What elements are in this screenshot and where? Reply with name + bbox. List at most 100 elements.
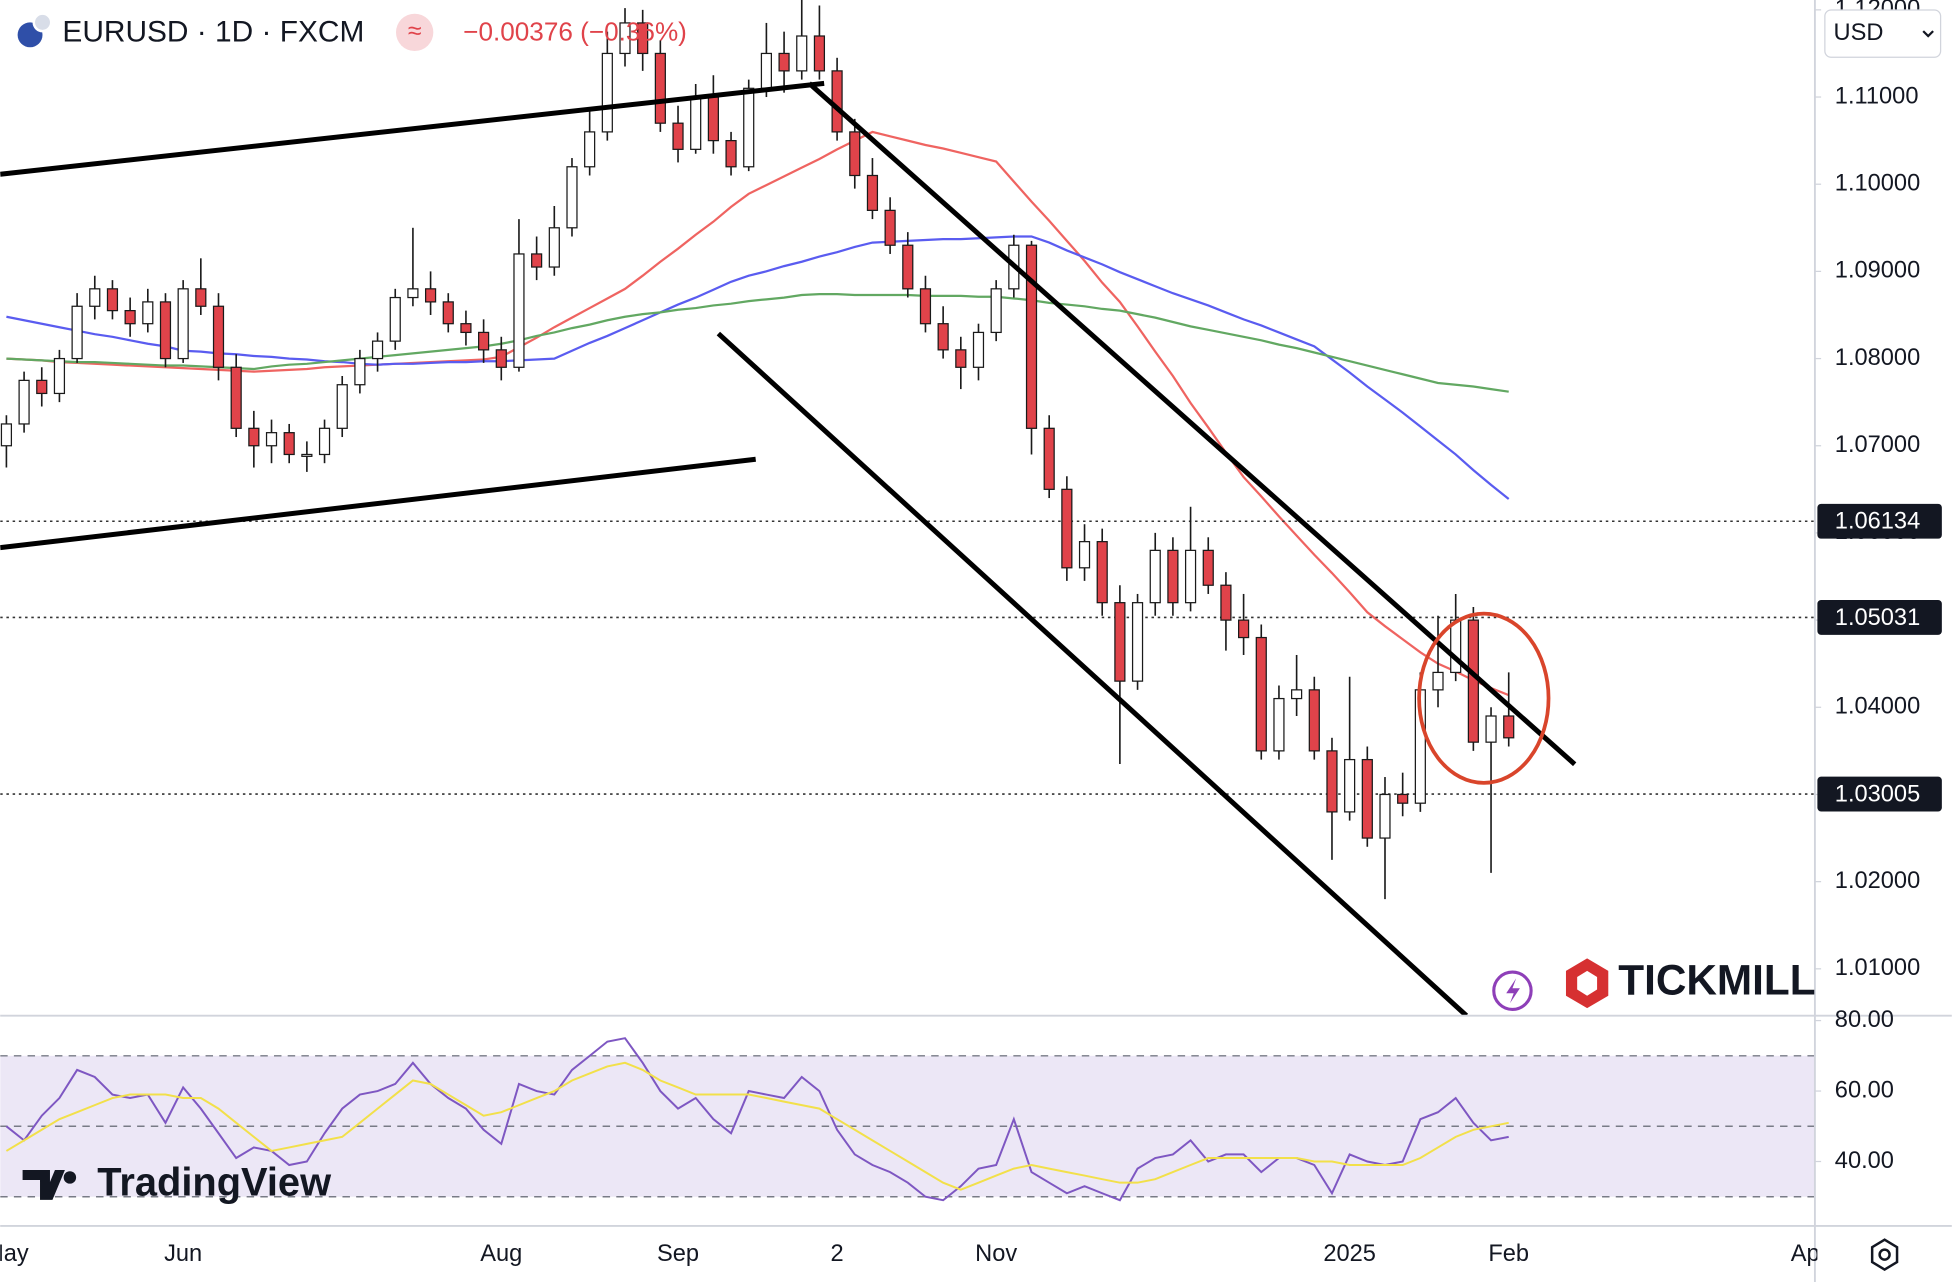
- rsi-pane: [0, 1037, 1815, 1202]
- x-tick-label: Apr: [1791, 1241, 1828, 1267]
- candle-body: [195, 288, 207, 307]
- x-tick-label: Sep: [657, 1241, 699, 1267]
- candle-body: [1061, 488, 1073, 569]
- level-tag: [1817, 776, 1942, 812]
- candle-body: [672, 122, 684, 150]
- y-tick-label: 1.01000: [1835, 955, 1920, 981]
- candle-body: [106, 288, 119, 312]
- trend-line: [0, 80, 825, 177]
- currency-label[interactable]: USD: [1834, 20, 1884, 46]
- candle-body: [89, 288, 101, 307]
- candle-body: [1131, 602, 1144, 682]
- symbol-icon: [32, 12, 53, 33]
- candle-body: [866, 174, 879, 211]
- y-tick-label: 1.10000: [1835, 170, 1920, 196]
- tradingview-text: TradingView: [97, 1160, 332, 1204]
- candle-body: [990, 288, 1002, 334]
- candle-body: [531, 253, 543, 268]
- indicator-line: [5, 1061, 1509, 1191]
- status-symbol: ≈: [408, 17, 422, 45]
- candle-body: [1114, 602, 1126, 682]
- x-tick-label: Feb: [1488, 1241, 1529, 1267]
- candle-body: [1379, 793, 1391, 839]
- candle-body: [36, 379, 48, 395]
- candle-body: [1291, 689, 1303, 700]
- candle-body: [972, 331, 985, 368]
- y-tick-label: 1.04000: [1835, 694, 1920, 720]
- header: EURUSD · 1D · FXCM ≈ −0.00376 (−0.36%) U…: [17, 9, 1942, 58]
- y-tick-label: 1.08000: [1835, 345, 1920, 371]
- x-tick-label: Jun: [164, 1241, 202, 1267]
- highlight-circle: [1417, 611, 1551, 785]
- candle-body: [1397, 793, 1409, 804]
- candle-body: [177, 288, 189, 360]
- trend-line: [0, 456, 756, 551]
- level-tag: [1817, 503, 1942, 539]
- candle-body: [442, 301, 454, 325]
- candle-body: [1202, 549, 1214, 586]
- candle-body: [1485, 715, 1497, 743]
- candle-body: [1149, 549, 1161, 604]
- y-tick-label: 1.09000: [1835, 258, 1920, 284]
- indicator-line: [6, 292, 1509, 393]
- candle-body: [1096, 541, 1108, 604]
- candle-body: [548, 227, 560, 268]
- flash-icon[interactable]: [1492, 970, 1533, 1011]
- level-label: 1.03005: [1835, 782, 1920, 808]
- settings-icon[interactable]: [1870, 1238, 1899, 1272]
- candle-body: [760, 52, 773, 89]
- candle-body: [1078, 541, 1091, 569]
- candle-body: [778, 52, 790, 72]
- candle-body: [1432, 671, 1444, 691]
- candle-body: [1326, 750, 1338, 813]
- settings-icon: [1878, 1248, 1891, 1261]
- candle-body: [283, 432, 295, 456]
- candle-body: [18, 379, 30, 425]
- trend-line: [807, 81, 1577, 767]
- candle-body: [584, 131, 596, 168]
- price-pane: [0, 0, 1815, 900]
- candle-body: [707, 96, 719, 142]
- candle-body: [1220, 584, 1232, 621]
- candle-body: [1025, 244, 1038, 429]
- broker-text: TICKMILL: [1618, 956, 1815, 1003]
- candle-body: [371, 340, 384, 360]
- trend-line: [716, 331, 1469, 1016]
- candle-body: [478, 331, 490, 351]
- currency-select[interactable]: [1824, 9, 1942, 58]
- status-icon: [395, 13, 434, 52]
- candle-body: [637, 22, 649, 55]
- candle-body: [159, 301, 172, 360]
- candle-body: [849, 131, 861, 177]
- y-tick-label: 1.11000: [1835, 83, 1919, 109]
- candle-body: [424, 288, 437, 303]
- candle-body: [318, 427, 331, 456]
- price-change: −0.00376 (−0.36%): [463, 17, 687, 47]
- candle-body: [495, 349, 507, 368]
- level-tag: [1817, 599, 1942, 635]
- candle-body: [212, 305, 225, 368]
- broker-logo: [1577, 970, 1598, 996]
- dropdown-arrow: [1922, 30, 1934, 38]
- x-tick-label: 2: [831, 1241, 844, 1267]
- candle-body: [336, 384, 348, 429]
- candle-body: [902, 244, 914, 290]
- candle-body: [407, 288, 419, 299]
- level-label: 1.06134: [1835, 509, 1920, 535]
- indicator-line: [5, 1037, 1509, 1202]
- tradingview-logo: [22, 1169, 65, 1200]
- candle-body: [1043, 427, 1055, 490]
- candle-body: [248, 427, 260, 447]
- candle-body: [1467, 619, 1479, 743]
- candle-body: [230, 366, 242, 429]
- candle-body: [884, 209, 896, 246]
- y-tick-label: 1.07000: [1835, 432, 1920, 458]
- candle-body: [1503, 715, 1515, 739]
- candle-body: [1184, 549, 1197, 604]
- candle-body: [937, 323, 949, 351]
- x-tick-label: 2025: [1323, 1241, 1376, 1267]
- candle-body: [0, 423, 13, 447]
- drawings: [0, 80, 1577, 1016]
